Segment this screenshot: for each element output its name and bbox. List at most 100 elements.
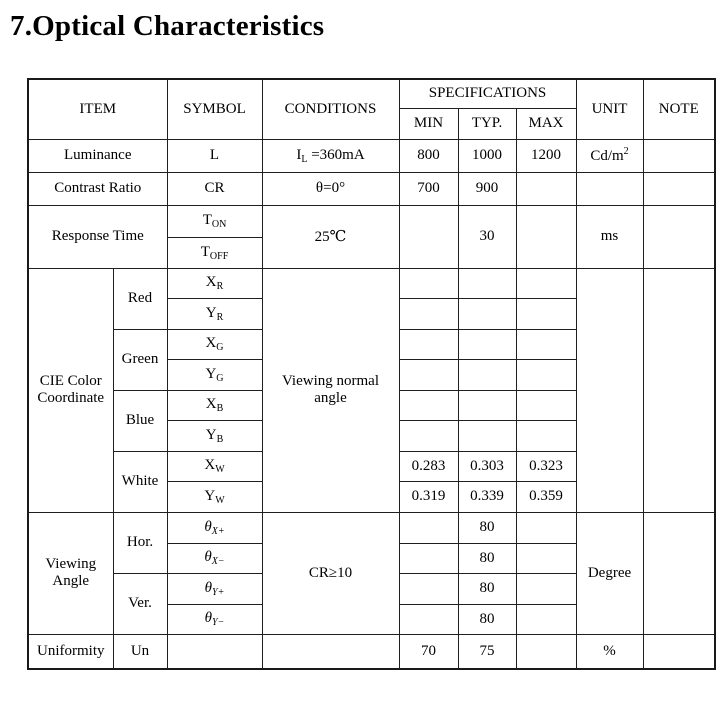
cell-viewing-yminus-typ: 80: [457, 603, 517, 635]
cell-cie-xr-min: [398, 267, 459, 299]
symbol-base: X: [205, 396, 217, 412]
symbol-subscript: W: [215, 464, 225, 475]
cell-cie-xg-typ: [457, 328, 517, 360]
col-header-min: MIN: [398, 107, 459, 140]
symbol-base: X: [205, 335, 217, 351]
cell-cie-xr-max: [515, 267, 577, 299]
symbol-subscript: W: [215, 494, 225, 506]
cell-response-typ: 30: [457, 204, 517, 269]
symbol-base: θ: [204, 518, 212, 535]
cell-cie-symbol-yw: YW: [166, 480, 263, 513]
cell-viewing-yplus-max: [515, 572, 577, 605]
cell-contrast-min: 700: [398, 171, 459, 206]
cell-cie-unit: [575, 267, 644, 513]
cell-luminance-note: [642, 138, 716, 173]
cell-cie-color-white: White: [112, 450, 168, 513]
symbol-base: X: [205, 274, 217, 290]
cell-cie-yr-typ: [457, 297, 517, 330]
cell-viewing-conditions: CR≥10: [261, 511, 400, 635]
symbol-subscript: G: [216, 372, 224, 384]
cell-cie-yw-typ: 0.339: [457, 480, 517, 513]
col-header-item: ITEM: [27, 78, 168, 140]
col-header-note: NOTE: [642, 78, 716, 140]
cell-viewing-xplus-min: [398, 511, 459, 544]
cell-cie-yr-max: [515, 297, 577, 330]
row-uniformity: Uniformity Un 70 75 %: [27, 633, 716, 670]
symbol-subscript: Y−: [212, 617, 225, 628]
cell-response-symbol-on: TON: [166, 204, 263, 238]
cell-uniformity-typ: 75: [457, 633, 517, 670]
cell-luminance-min: 800: [398, 138, 459, 173]
cell-response-unit: ms: [575, 204, 644, 269]
col-header-specifications: SPECIFICATIONS: [398, 78, 577, 109]
cell-viewing-yminus-min: [398, 603, 459, 635]
cell-contrast-max: [515, 171, 577, 206]
col-header-typ: TYP.: [457, 107, 517, 140]
symbol-base: T: [202, 212, 212, 228]
cell-cie-xw-max: 0.323: [515, 450, 577, 482]
cell-cie-yg-max: [515, 358, 577, 391]
symbol-subscript: X+: [211, 525, 225, 537]
symbol-subscript: G: [216, 342, 224, 353]
cell-cie-yb-max: [515, 419, 577, 452]
row-viewing-xminus: θX− 80: [28, 542, 715, 574]
col-header-symbol: SYMBOL: [166, 78, 263, 140]
row-contrast-ratio: Contrast Ratio CR θ=0° 700 900: [27, 171, 716, 206]
cell-luminance-item: Luminance: [27, 138, 168, 173]
symbol-subscript: Y+: [212, 586, 225, 598]
cell-viewing-item: Viewing Angle: [27, 511, 114, 635]
cell-cie-yb-typ: [457, 419, 517, 452]
symbol-base: X: [204, 457, 216, 473]
col-header-unit: UNIT: [575, 78, 644, 140]
row-cie-xb: Blue XB: [28, 389, 715, 452]
cell-cie-color-blue: Blue: [112, 389, 168, 452]
cell-cie-symbol-yg: YG: [166, 358, 263, 391]
cell-response-symbol-off: TOFF: [166, 236, 263, 269]
cond-base: I: [296, 146, 302, 163]
row-response-time-off: TOFF: [28, 236, 715, 269]
cell-cie-yw-min: 0.319: [398, 480, 459, 513]
cell-cie-symbol-yr: YR: [166, 297, 263, 330]
cell-viewing-note: [642, 511, 716, 635]
cell-viewing-symbol-yminus: θY−: [166, 603, 263, 635]
row-viewing-xplus: Viewing Angle Hor. θX+ CR≥10 80 Degree: [27, 511, 716, 635]
cell-cie-xb-typ: [457, 389, 517, 421]
cell-cie-symbol-xg: XG: [166, 328, 263, 360]
cell-cie-symbol-xw: XW: [166, 450, 263, 482]
symbol-subscript: R: [216, 281, 224, 292]
row-luminance: Luminance L IL =360mA 800 1000 1200 Cd/m…: [27, 138, 716, 173]
unit-base: Cd/m: [590, 148, 624, 164]
header-row-2: MIN TYP. MAX: [28, 107, 715, 140]
symbol-base: θ: [204, 610, 213, 626]
row-cie-yw: YW 0.319 0.339 0.359: [28, 480, 715, 513]
cell-luminance-symbol: L: [166, 138, 263, 173]
cell-cie-yg-typ: [457, 358, 517, 391]
cell-cie-yw-max: 0.359: [515, 480, 577, 513]
cell-viewing-xminus-min: [398, 542, 459, 574]
cell-contrast-symbol: CR: [166, 171, 263, 206]
cell-luminance-unit: Cd/m2: [575, 138, 644, 173]
col-header-conditions: CONDITIONS: [261, 78, 400, 140]
cell-cie-xw-typ: 0.303: [457, 450, 517, 482]
optical-characteristics-table: ITEM SYMBOL CONDITIONS SPECIFICATIONS UN…: [27, 78, 716, 670]
cell-viewing-yplus-typ: 80: [457, 572, 517, 605]
cell-uniformity-unit: %: [575, 633, 644, 670]
cell-uniformity-item: Uniformity: [27, 633, 114, 670]
cell-luminance-conditions: IL =360mA: [261, 138, 400, 173]
row-cie-xr: CIE Color Coordinate Red XR Viewing norm…: [27, 267, 716, 513]
cell-contrast-unit: [575, 171, 644, 206]
cell-uniformity-symbol: Un: [112, 633, 168, 670]
col-header-max: MAX: [515, 107, 577, 140]
cell-contrast-note: [642, 171, 716, 206]
cell-cie-xw-min: 0.283: [398, 450, 459, 482]
cell-uniformity-max: [515, 633, 577, 670]
cell-contrast-conditions: θ=0°: [261, 171, 400, 206]
cell-uniformity-note: [642, 633, 716, 670]
cell-cie-color-red: Red: [112, 267, 168, 330]
cell-uniformity-min: 70: [398, 633, 459, 670]
symbol-subscript: X−: [211, 556, 225, 567]
cell-viewing-xminus-max: [515, 542, 577, 574]
symbol-base: Y: [205, 426, 217, 443]
section-title: 7.Optical Characteristics: [10, 10, 325, 42]
